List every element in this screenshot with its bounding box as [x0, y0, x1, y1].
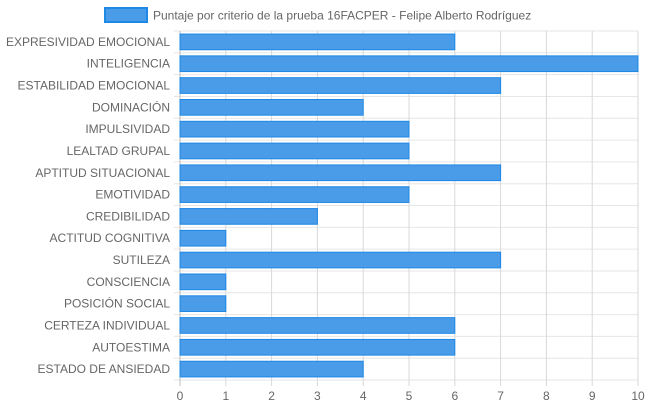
category-label: LEALTAD GRUPAL: [67, 144, 171, 158]
x-tick-label: 8: [543, 389, 550, 403]
category-label: SUTILEZA: [113, 253, 170, 267]
category-label: DOMINACIÓN: [92, 99, 170, 114]
x-tick-label: 1: [222, 389, 229, 403]
bar[interactable]: [179, 77, 502, 94]
category-label: EXPRESIVIDAD EMOCIONAL: [6, 35, 170, 49]
legend[interactable]: Puntaje por criterio de la prueba 16FACP…: [104, 7, 531, 23]
x-tick-label: 7: [497, 389, 504, 403]
category-label: CREDIBILIDAD: [86, 209, 170, 223]
x-tick-labels: 0 1 2 3 4 5 6 7 8 9 10: [177, 389, 645, 403]
legend-label: Puntaje por criterio de la prueba 16FACP…: [153, 9, 531, 23]
bar[interactable]: [179, 164, 502, 182]
x-tick-label: 4: [360, 389, 367, 403]
x-tick-label: 0: [177, 389, 184, 403]
bar[interactable]: [179, 55, 639, 73]
category-label: POSICIÓN SOCIAL: [64, 296, 170, 311]
category-label: APTITUD SITUACIONAL: [35, 166, 170, 180]
x-tick-label: 2: [268, 389, 275, 403]
category-label: AUTOESTIMA: [92, 340, 170, 354]
bar[interactable]: [179, 360, 364, 378]
bar[interactable]: [179, 251, 502, 269]
bar[interactable]: [179, 186, 410, 203]
bar[interactable]: [179, 229, 227, 247]
bar[interactable]: [179, 33, 456, 51]
x-tick-label: 6: [451, 389, 458, 403]
bar[interactable]: [179, 208, 318, 225]
bar[interactable]: [179, 317, 456, 334]
bar[interactable]: [179, 98, 364, 116]
x-tick-label: 9: [589, 389, 596, 403]
x-tick-label: 5: [406, 389, 413, 403]
x-tick-label: 10: [631, 389, 645, 403]
legend-swatch: [104, 7, 148, 23]
bar[interactable]: [179, 142, 410, 160]
category-label: EMOTIVIDAD: [95, 188, 170, 202]
category-label: ACTITUD COGNITIVA: [50, 231, 170, 245]
category-labels: EXPRESIVIDAD EMOCIONAL INTELIGENCIA ESTABI…: [6, 35, 170, 376]
bar[interactable]: [179, 295, 227, 313]
category-label: CONSCIENCIA: [87, 275, 170, 289]
bar[interactable]: [179, 273, 227, 291]
bar[interactable]: [179, 120, 410, 138]
bars: [179, 33, 639, 378]
category-label: INTELIGENCIA: [87, 57, 170, 71]
bar[interactable]: [179, 338, 456, 356]
category-label: IMPULSIVIDAD: [85, 122, 170, 136]
category-label: ESTABILIDAD EMOCIONAL: [18, 79, 171, 93]
x-tick-label: 3: [314, 389, 321, 403]
category-label: CERTEZA INDIVIDUAL: [44, 318, 170, 332]
category-label: ESTADO DE ANSIEDAD: [38, 362, 171, 376]
